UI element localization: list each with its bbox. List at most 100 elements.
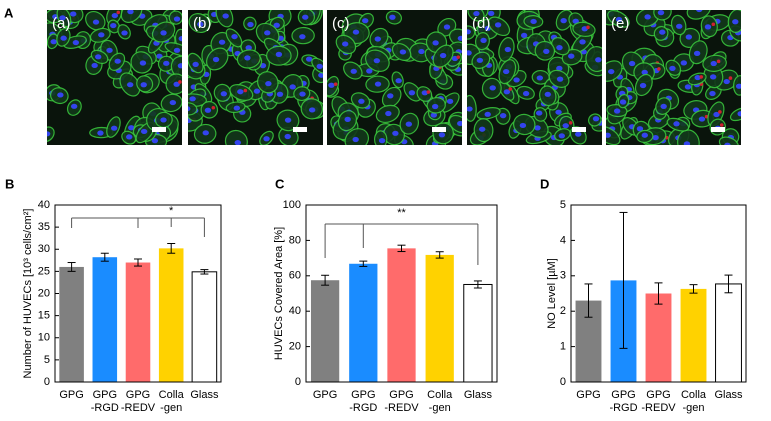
- nucleus: [395, 78, 402, 84]
- nucleus: [342, 41, 349, 47]
- nucleus: [352, 29, 360, 35]
- nucleus: [189, 96, 196, 102]
- nucleus: [684, 84, 692, 90]
- nucleus: [316, 63, 323, 70]
- nucleus: [710, 60, 717, 67]
- nucleus: [128, 125, 135, 131]
- y-tick-label: 40: [289, 305, 301, 317]
- nucleus: [615, 16, 623, 23]
- nucleus: [204, 107, 212, 113]
- nucleus: [572, 18, 579, 24]
- nucleus: [504, 46, 512, 53]
- nucleus: [467, 106, 473, 112]
- nucleus: [735, 83, 741, 89]
- nucleus: [704, 24, 712, 30]
- image-label: (a): [52, 15, 70, 32]
- bar: [715, 283, 742, 383]
- nucleus: [289, 84, 296, 90]
- x-tick-label: Colla: [427, 389, 453, 401]
- nucleus: [431, 103, 439, 110]
- x-tick-label: GPG: [389, 389, 413, 401]
- y-tick-label: 60: [289, 270, 301, 282]
- nucleus: [265, 81, 272, 87]
- red-spot: [116, 10, 121, 15]
- scale-bar: [711, 127, 725, 132]
- red-spot: [322, 71, 323, 73]
- image-label: (c): [332, 15, 350, 32]
- nucleus: [276, 91, 284, 97]
- bar: [59, 266, 84, 382]
- y-tick-label: 5: [44, 354, 50, 366]
- nucleus: [676, 23, 683, 29]
- nucleus: [519, 122, 527, 129]
- nucleus: [489, 85, 496, 91]
- nucleus: [693, 50, 701, 56]
- nucleus: [284, 133, 291, 140]
- red-spot: [426, 90, 431, 94]
- nucleus: [536, 75, 544, 81]
- nucleus: [543, 48, 550, 54]
- nucleus: [575, 131, 582, 137]
- nucleus: [233, 105, 241, 111]
- bar: [349, 263, 378, 382]
- scale-bar: [293, 127, 307, 132]
- bar: [125, 262, 151, 382]
- nucleus: [264, 30, 271, 36]
- x-tick-label: Colla: [681, 389, 707, 401]
- y-tick-label: 40: [38, 199, 50, 211]
- bar: [310, 280, 340, 382]
- nucleus: [556, 76, 564, 82]
- nucleus: [299, 91, 306, 97]
- nucleus: [641, 132, 648, 138]
- nucleus: [534, 125, 541, 131]
- nucleus: [126, 82, 134, 88]
- x-tick-label: GPG: [126, 389, 150, 401]
- nucleus: [387, 93, 394, 99]
- nucleus: [555, 109, 562, 115]
- nucleus: [344, 116, 351, 123]
- nucleus: [358, 98, 365, 104]
- nucleus: [446, 98, 454, 104]
- red-spot: [333, 82, 338, 86]
- nucleus: [231, 33, 238, 40]
- plot-frame: [305, 204, 498, 383]
- nucleus: [222, 13, 229, 19]
- nucleus: [253, 88, 261, 94]
- micrograph: [47, 10, 182, 145]
- nucleus: [173, 47, 181, 53]
- nucleus: [432, 40, 439, 46]
- bar: [158, 248, 184, 382]
- significance: *: [169, 205, 174, 217]
- micrograph: [606, 10, 741, 145]
- nucleus: [70, 103, 78, 109]
- nucleus: [644, 14, 651, 20]
- image-label: (d): [472, 15, 490, 32]
- y-tick-label: 15: [38, 310, 50, 322]
- red-spot: [178, 80, 182, 84]
- y-tick-label: 2: [560, 305, 566, 317]
- nucleus: [72, 39, 80, 46]
- nucleus: [636, 126, 644, 132]
- panel-label: A: [4, 5, 14, 20]
- x-tick-label: -gen: [160, 402, 182, 414]
- nucleus: [696, 10, 703, 13]
- y-axis-label: NO Level [µM]: [546, 258, 558, 329]
- nucleus: [97, 130, 104, 136]
- nucleus: [308, 107, 316, 113]
- nucleus: [92, 19, 100, 25]
- y-axis-label: Number of HUVECs [10³ cells/cm²]: [22, 209, 34, 379]
- panel-label: C: [275, 176, 285, 191]
- y-axis-label: HUVECs Covered Area [%]: [273, 227, 285, 360]
- nucleus: [57, 92, 64, 98]
- nucleus: [613, 108, 621, 114]
- red-spot: [657, 67, 661, 71]
- y-tick-label: 10: [38, 332, 50, 344]
- nucleus: [244, 55, 251, 61]
- y-tick-label: 0: [560, 376, 566, 388]
- nucleus: [70, 11, 77, 17]
- nucleus: [513, 77, 520, 83]
- nucleus: [683, 141, 691, 145]
- nucleus: [220, 91, 228, 97]
- red-spot: [456, 55, 461, 59]
